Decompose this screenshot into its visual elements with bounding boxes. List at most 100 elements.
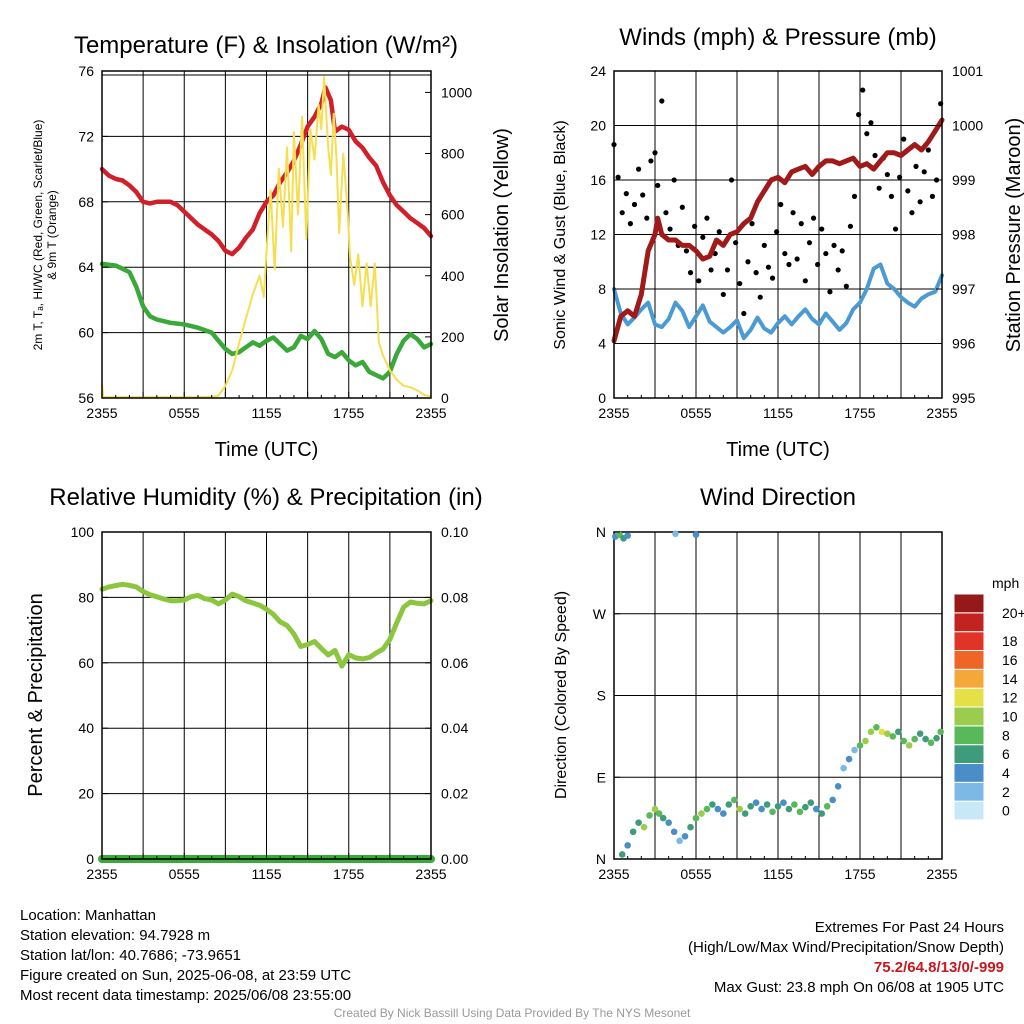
wind-gust-point: [615, 174, 621, 180]
rh-xtick-label: 2355: [86, 866, 117, 882]
wind-xtick-label: 0555: [680, 405, 711, 421]
wdir-point: [889, 733, 897, 740]
rh-ylabel: Percent & Precipitation: [25, 593, 47, 796]
wdir-point: [769, 808, 776, 816]
wdir-point: [796, 808, 804, 816]
wind-xtick-label: 2355: [926, 405, 957, 421]
wdir-point: [807, 799, 815, 806]
wind-xtick-label: 1155: [763, 405, 793, 421]
rh-ytick-label: 20: [78, 786, 94, 802]
wind-gust-point: [925, 147, 931, 153]
wdir-point: [736, 805, 744, 813]
temp-y2tick-label: 600: [441, 207, 465, 223]
wdir-ytick-label: N: [596, 524, 606, 540]
temp-ylabel-line: 2m T, Tₐ, HI/WC (Red, Green, Scarlet/Blu…: [31, 120, 45, 351]
wdir-point: [763, 801, 771, 808]
temp-series-td: [99, 261, 434, 381]
wind-gust-point: [692, 223, 698, 229]
wind-ytick-label: 0: [598, 390, 606, 406]
wind-gust-point: [872, 152, 878, 159]
wdir-point: [900, 737, 908, 745]
wdir-point: [618, 851, 626, 858]
wind-gust-point: [724, 267, 731, 273]
wdir-point: [672, 530, 679, 538]
wind-gust-point: [802, 278, 808, 284]
temp-xtick-label: 2355: [86, 405, 117, 421]
wdir-title: Wind Direction: [700, 484, 856, 511]
rh-y2tick-label: 0.10: [441, 524, 468, 540]
temp-chart: Temperature (F) & Insolation (W/m²)2355 0…: [31, 32, 513, 461]
wdir-point: [862, 737, 869, 745]
temp-series-solar-insolation: [101, 76, 432, 399]
temp-xtick-label: 2355: [415, 405, 446, 421]
colorbar-swatch: [953, 650, 985, 670]
wdir-ytick-label: E: [597, 769, 606, 785]
wind-gust-point: [851, 193, 858, 199]
rh-y2tick-label: 0.06: [441, 655, 468, 671]
wdir-ytick-label: S: [597, 688, 606, 704]
colorbar-swatch: [953, 725, 985, 746]
wdir-point: [916, 730, 924, 737]
wind-gust-point: [827, 289, 833, 295]
temp-ylabel-line: & 9m T (Orange): [45, 190, 59, 280]
wind-gust-point: [888, 193, 895, 199]
wind-gust-point: [753, 270, 759, 276]
wdir-point: [659, 814, 667, 822]
rh-y2tick-label: 0.08: [441, 589, 468, 605]
wdir-point: [873, 723, 880, 731]
wind-ytick-label: 24: [590, 63, 606, 79]
wind-y2tick-label: 995: [952, 390, 976, 406]
wind-gust-point: [671, 177, 677, 183]
wind-gust-point: [683, 248, 690, 254]
wind-ytick-label: 16: [590, 172, 606, 188]
colorbar-swatch: [953, 631, 985, 652]
wind-gust-point: [652, 150, 658, 156]
wdir-point: [812, 805, 820, 813]
rh-ytick-label: 0: [86, 851, 94, 867]
colorbar-label: 12: [1002, 690, 1018, 706]
temp-xlabel: Time (UTC): [215, 439, 319, 461]
temp-y2label: Solar Insolation (Yellow): [491, 128, 513, 342]
wind-gust-point: [794, 256, 800, 262]
wdir-point: [829, 796, 836, 804]
rh-ytick-label: 40: [78, 720, 94, 736]
colorbar-swatch: [953, 706, 985, 727]
wind-gust-point: [839, 248, 845, 254]
wind-xlabel: Time (UTC): [726, 439, 830, 461]
rh-y2tick-label: 0.02: [441, 786, 468, 802]
wind-gust-point: [733, 240, 739, 246]
wind-gust-point: [774, 229, 780, 235]
wind-gust-point: [847, 223, 854, 229]
rh-chart: Relative Humidity (%) & Precipitation (i…: [25, 484, 483, 882]
wdir-point: [709, 801, 716, 808]
wdir-xtick-label: 2355: [598, 866, 629, 882]
wind-gust-point: [769, 275, 776, 281]
wdir-point: [856, 742, 864, 749]
rh-ytick-label: 100: [71, 524, 95, 540]
wdir-point: [714, 805, 722, 813]
wind-gust-point: [728, 177, 735, 183]
wind-gust-point: [921, 169, 927, 175]
wdir-point: [840, 764, 847, 772]
wind-gust-point: [819, 226, 825, 232]
temp-xtick-label: 1155: [251, 405, 281, 421]
colorbar-label: 4: [1002, 765, 1010, 781]
temp-title: Temperature (F) & Insolation (W/m²): [74, 32, 458, 59]
wdir-point: [758, 805, 765, 813]
wdir-point: [692, 531, 700, 539]
wind-gust-point: [737, 280, 743, 287]
wdir-point: [624, 532, 631, 539]
wdir-point: [640, 823, 648, 831]
wind-y2tick-label: 1001: [952, 63, 983, 79]
wdir-point: [927, 739, 935, 747]
wind-gust-point: [876, 185, 882, 191]
wdir-point: [878, 728, 886, 736]
rh-title: Relative Humidity (%) & Precipitation (i…: [49, 484, 482, 511]
wind-ytick-label: 8: [598, 281, 606, 297]
wind-gust-point: [627, 221, 634, 227]
wdir-point: [692, 814, 700, 822]
wind-gust-point: [700, 234, 706, 240]
wind-y2tick-label: 999: [952, 172, 976, 188]
